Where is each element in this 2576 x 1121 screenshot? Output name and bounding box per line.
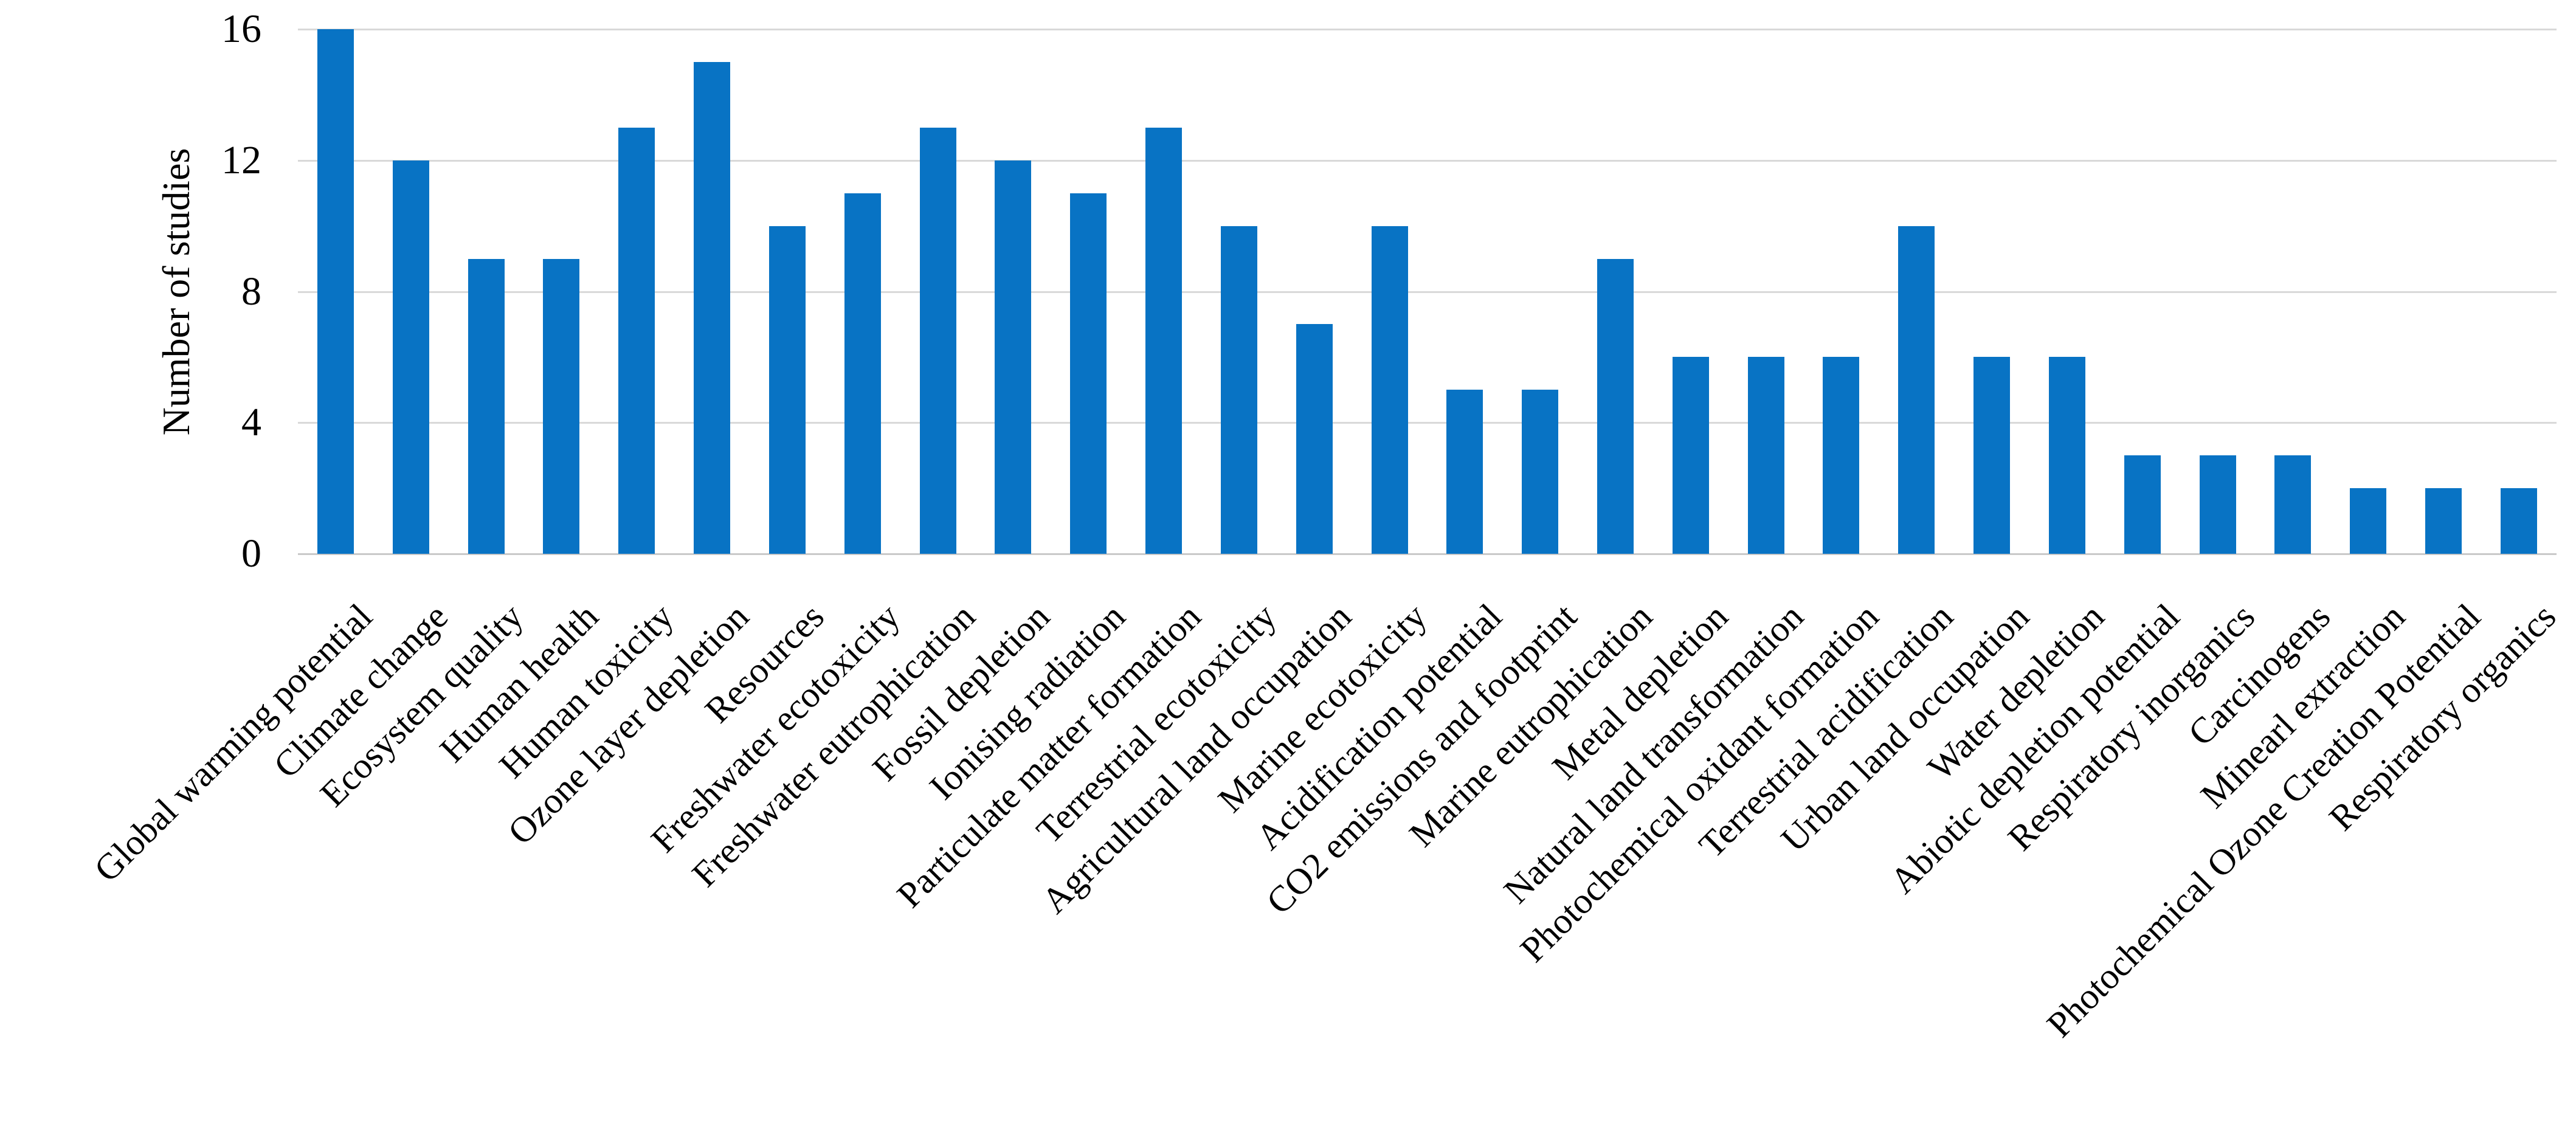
bar <box>468 259 505 554</box>
bar-slot <box>1201 29 1277 554</box>
bar-slot <box>1954 29 2029 554</box>
y-tick-label: 4 <box>241 400 261 444</box>
y-tick-label: 0 <box>241 531 261 576</box>
bar-slot <box>825 29 900 554</box>
bar <box>1070 193 1107 554</box>
bar <box>543 259 580 554</box>
bar-slot <box>2481 29 2557 554</box>
bar <box>2274 455 2312 554</box>
gridline <box>298 422 2557 424</box>
bar-slot <box>975 29 1051 554</box>
bar <box>2048 357 2085 554</box>
bar <box>1823 357 1860 554</box>
bar <box>694 62 731 554</box>
bar-slot <box>523 29 599 554</box>
bar <box>1296 324 1333 554</box>
bar-slot <box>900 29 976 554</box>
bar <box>2199 455 2236 554</box>
bar <box>618 128 655 554</box>
bar <box>317 29 354 554</box>
bar <box>2425 488 2462 554</box>
bar-slot <box>674 29 750 554</box>
bar-slot <box>1051 29 1126 554</box>
bar <box>2500 488 2537 554</box>
bar-slot <box>1578 29 1653 554</box>
bar-slot <box>599 29 674 554</box>
bar-slot <box>2105 29 2180 554</box>
bar <box>1973 357 2011 554</box>
bar <box>1597 259 1634 554</box>
bar-slot <box>1352 29 1428 554</box>
bar <box>1220 226 1257 554</box>
y-tick-label: 12 <box>221 138 261 182</box>
bar-slot <box>1427 29 1502 554</box>
bar-slot <box>2029 29 2105 554</box>
y-tick-label: 8 <box>241 269 261 314</box>
bar-slot <box>449 29 524 554</box>
plot-area <box>298 29 2557 555</box>
bar <box>1522 390 1559 554</box>
gridline <box>298 160 2557 162</box>
y-tick-label: 16 <box>221 7 261 51</box>
bar-slot <box>1502 29 1578 554</box>
bar-slot <box>1277 29 1352 554</box>
bar <box>1446 390 1483 554</box>
gridline <box>298 291 2557 293</box>
bar <box>1898 226 1935 554</box>
bar-slot <box>2330 29 2406 554</box>
bar-slot <box>750 29 825 554</box>
bar <box>995 160 1032 554</box>
bar-slot <box>2256 29 2331 554</box>
gridline <box>298 29 2557 30</box>
bar <box>768 226 806 554</box>
bar-slot <box>1728 29 1804 554</box>
bar <box>919 128 956 554</box>
bar-slot <box>2406 29 2481 554</box>
bar-series <box>298 29 2557 554</box>
bar-slot <box>298 29 373 554</box>
bar <box>392 160 429 554</box>
x-axis-line <box>298 553 2557 555</box>
bar <box>1145 128 1183 554</box>
bar <box>844 193 881 554</box>
bar <box>1371 226 1408 554</box>
bar <box>2124 455 2161 554</box>
bar-slot <box>1879 29 1954 554</box>
bar-slot <box>2180 29 2256 554</box>
bar-slot <box>1126 29 1201 554</box>
bar <box>1747 357 1784 554</box>
bar-slot <box>1804 29 1879 554</box>
bar-slot <box>1653 29 1728 554</box>
bar <box>2350 488 2387 554</box>
bar <box>1672 357 1709 554</box>
bar-slot <box>373 29 449 554</box>
